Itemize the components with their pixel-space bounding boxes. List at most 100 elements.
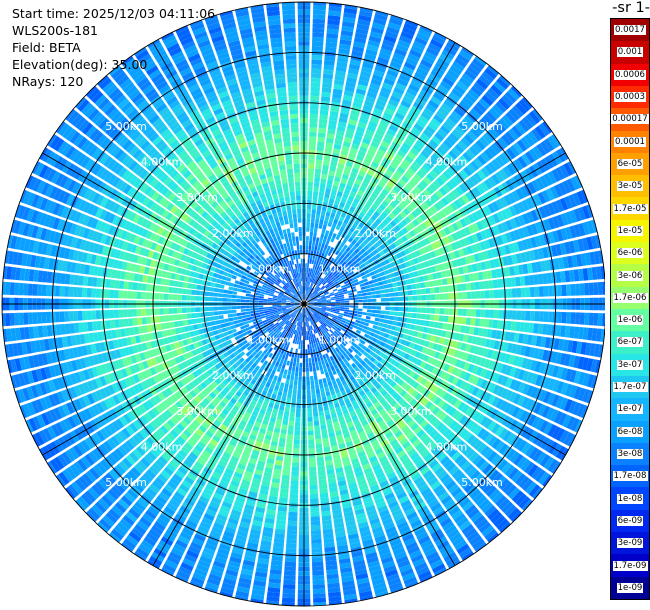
range-gate-cell: [294, 426, 301, 431]
range-gate-cell: [348, 119, 358, 126]
range-gate-cell: [395, 44, 409, 53]
range-gate-cell: [299, 335, 302, 341]
range-gate-cell: [382, 218, 390, 226]
range-gate-cell: [307, 258, 310, 264]
range-gate-cell: [365, 288, 371, 293]
range-gate-cell: [548, 285, 553, 297]
range-gate-cell: [309, 366, 313, 372]
range-gate-cell: [327, 221, 333, 227]
range-gate-cell: [343, 136, 353, 144]
range-gate-cell: [379, 222, 386, 229]
range-gate-cell: [472, 142, 483, 154]
range-gate-cell: [294, 371, 299, 377]
range-gate-cell: [308, 339, 312, 345]
range-gate-cell: [286, 397, 292, 403]
range-gate-cell: [436, 176, 445, 186]
range-gate-cell: [326, 300, 332, 303]
range-gate-cell: [463, 133, 475, 145]
range-gate-cell: [454, 125, 466, 136]
range-gate-cell: [289, 379, 294, 385]
range-gate-cell: [399, 162, 409, 171]
range-gate-cell: [511, 105, 524, 118]
range-gate-cell: [424, 281, 430, 288]
range-gate-cell: [391, 173, 400, 182]
range-gate-cell: [312, 570, 324, 576]
range-gate-cell: [394, 205, 403, 214]
range-gate-cell: [323, 64, 335, 71]
range-gate-cell: [392, 157, 401, 166]
range-gate-cell: [343, 188, 351, 195]
range-gate-cell: [311, 55, 323, 60]
range-gate-cell: [325, 277, 331, 283]
range-gate-cell: [312, 255, 316, 260]
range-gate-cell: [290, 356, 294, 362]
range-gate-cell: [466, 309, 472, 317]
range-gate-cell: [313, 375, 318, 381]
range-gate-cell: [378, 192, 387, 200]
range-gate-cell: [365, 153, 374, 161]
range-gate-cell: [369, 116, 380, 124]
range-gate-cell: [319, 238, 323, 244]
range-gate-cell: [367, 149, 376, 157]
range-gate-cell: [428, 321, 435, 328]
range-gate-cell: [442, 278, 448, 285]
range-gate-cell: [338, 43, 351, 50]
range-gate-cell: [393, 217, 401, 225]
range-gate-cell: [315, 280, 320, 286]
range-gate-cell: [335, 172, 342, 178]
range-gate-cell: [373, 321, 379, 326]
range-gate-cell: [296, 407, 301, 413]
ppi-rays: [2, 2, 605, 606]
range-gate-cell: [584, 312, 590, 326]
range-gate-cell: [283, 411, 290, 417]
range-gate-cell: [389, 220, 397, 228]
range-gate-cell: [367, 218, 375, 225]
range-gate-cell: [492, 124, 503, 136]
range-gate-cell: [357, 245, 363, 251]
range-gate-cell: [331, 301, 336, 304]
range-gate-cell: [381, 200, 389, 208]
range-gate-cell: [434, 314, 440, 322]
range-gate-cell: [353, 163, 361, 170]
range-gate-cell: [312, 195, 318, 201]
range-gate-cell: [398, 104, 409, 113]
range-gate-cell: [344, 85, 355, 93]
range-gate-cell: [363, 133, 373, 141]
range-gate-cell: [309, 259, 312, 264]
range-gate-cell: [358, 170, 366, 177]
range-gate-cell: [364, 100, 375, 108]
range-gate-cell: [394, 112, 405, 121]
range-gate-cell: [311, 204, 317, 210]
range-gate-cell: [357, 150, 366, 158]
range-gate-cell: [372, 221, 379, 229]
range-gate-cell: [375, 294, 381, 298]
range-gate-cell: [328, 231, 334, 237]
range-gate-cell: [392, 197, 401, 205]
range-gate-cell: [451, 88, 463, 99]
range-gate-cell: [331, 264, 337, 270]
range-gate-cell: [416, 119, 427, 128]
range-gate-cell: [309, 287, 313, 292]
range-gate-cell: [309, 236, 313, 242]
range-gate-cell: [361, 181, 369, 189]
range-gate-cell: [311, 357, 315, 363]
range-gate-cell: [461, 73, 474, 84]
range-gate-cell: [346, 230, 353, 237]
range-gate-cell: [314, 173, 321, 179]
range-gate-cell: [309, 136, 317, 142]
range-gate-cell: [489, 309, 495, 318]
range-gate-cell: [314, 425, 320, 431]
range-gate-cell: [313, 232, 317, 238]
range-gate-cell: [327, 251, 332, 257]
range-gate-cell: [421, 307, 427, 313]
range-gate-cell: [381, 188, 389, 196]
range-gate-cell: [355, 28, 369, 35]
range-gate-cell: [475, 101, 488, 113]
range-gate-cell: [315, 164, 322, 170]
range-gate-cell: [385, 73, 397, 82]
range-gate-cell: [470, 85, 483, 97]
range-gate-cell: [291, 475, 299, 481]
range-gate-cell: [313, 290, 318, 295]
range-gate-cell: [308, 435, 314, 440]
range-gate-cell: [484, 91, 497, 103]
